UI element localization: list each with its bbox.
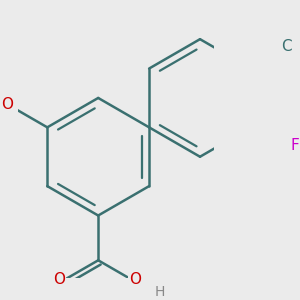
Text: C: C [281, 39, 292, 54]
Text: O: O [129, 272, 141, 287]
Text: O: O [53, 272, 65, 287]
Text: F: F [290, 138, 299, 153]
Text: H: H [155, 286, 165, 299]
Text: O: O [1, 97, 13, 112]
